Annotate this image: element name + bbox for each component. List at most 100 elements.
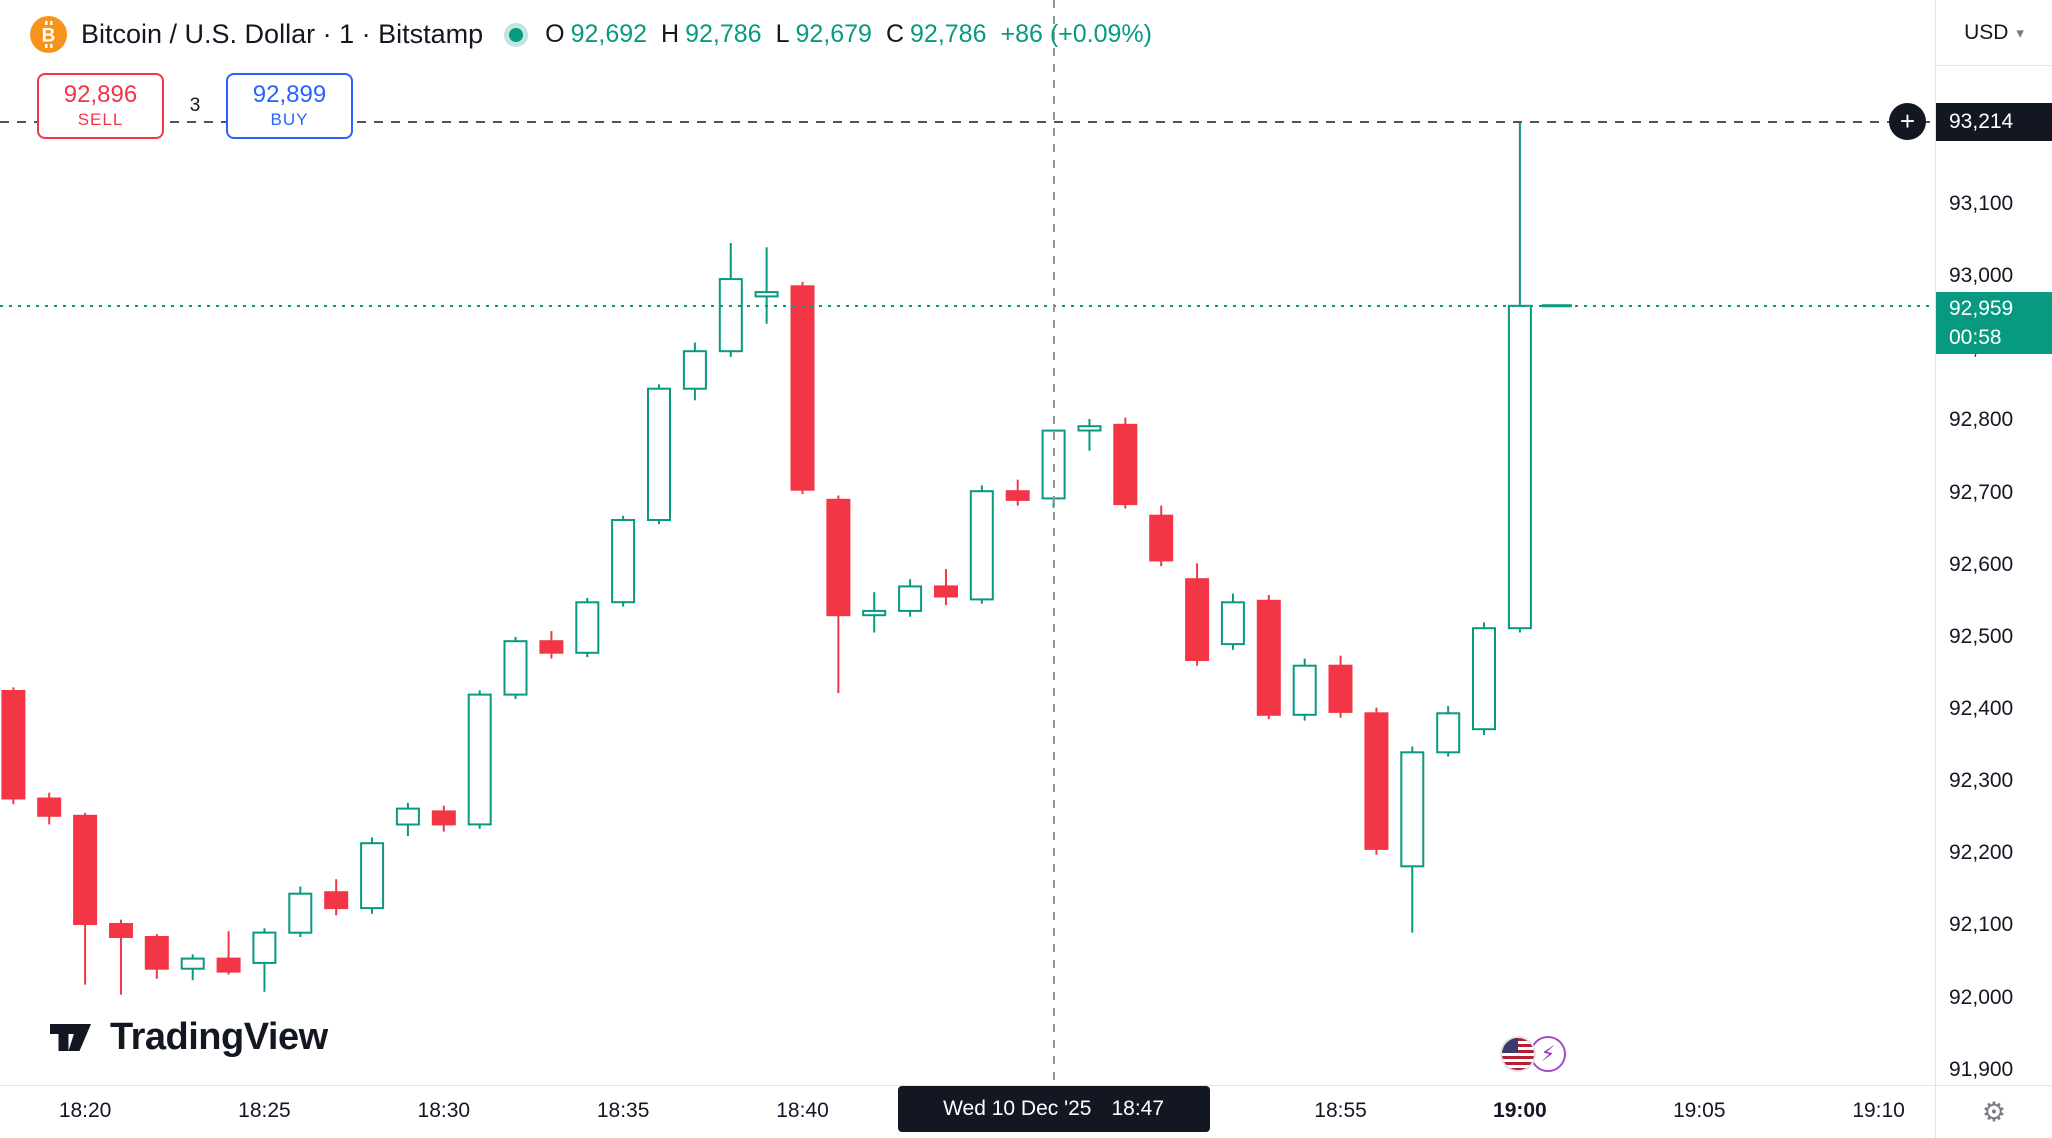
- price-tick-label: 92,500: [1949, 624, 2014, 648]
- candle-down: [826, 498, 851, 617]
- high-label: H: [661, 20, 680, 48]
- candle-up: [647, 387, 671, 522]
- candle-up: [575, 601, 600, 654]
- buy-label: BUY: [270, 110, 309, 129]
- candle-up: [1507, 304, 1532, 630]
- price-tick-label: 92,000: [1949, 985, 2014, 1009]
- last-price-value: 92,959: [1949, 296, 2014, 320]
- add-alert-icon[interactable]: +: [1889, 103, 1926, 141]
- time-tick-label: 18:35: [596, 1099, 650, 1122]
- time-tick-label: 19:10: [1852, 1099, 1905, 1122]
- candle-down: [73, 814, 98, 925]
- candle-up: [288, 892, 313, 934]
- candle-up: [1436, 712, 1461, 754]
- high-price-dashed-line: [0, 120, 1935, 123]
- candle-down: [1149, 514, 1174, 562]
- price-tick-label: 92,700: [1949, 480, 2014, 504]
- candle-down: [1256, 599, 1281, 716]
- buy-button[interactable]: 92,899 BUY: [226, 73, 353, 139]
- low-label: L: [775, 20, 790, 48]
- candle-up: [503, 640, 528, 696]
- candle-down: [1, 690, 26, 800]
- price-axis[interactable]: USD ▾ 93,214 92,959 00:58 93,100 93,000 92…: [1935, 0, 2052, 1085]
- sell-label: SELL: [77, 110, 124, 129]
- price-tick-label: 93,000: [1949, 264, 2014, 288]
- sell-button[interactable]: 92,896 SELL: [37, 73, 164, 139]
- crosshair-date: Wed 10 Dec '25: [943, 1097, 1092, 1120]
- candle-up: [467, 693, 492, 826]
- us-flag-icon[interactable]: [1500, 1036, 1536, 1072]
- time-tick-label: 18:25: [238, 1099, 291, 1122]
- open-value: 92,692: [570, 20, 648, 48]
- settings-icon[interactable]: ⚙: [1981, 1096, 2007, 1127]
- candle-down: [790, 285, 815, 491]
- candle-down: [1185, 578, 1210, 662]
- open-label: O: [545, 20, 565, 48]
- candle-up: [1400, 751, 1425, 868]
- high-price-label[interactable]: 93,214: [1936, 102, 2052, 141]
- candle-up: [611, 519, 636, 604]
- tradingview-logo[interactable]: TradingView: [48, 1014, 328, 1060]
- candle-countdown: 00:58: [1949, 325, 2002, 349]
- change-value: +86 (+0.09%): [1000, 20, 1152, 48]
- order-panel: 92,896 SELL 3 92,899 BUY: [37, 73, 353, 139]
- timeline-event-icons: ⚡: [1500, 1036, 1566, 1072]
- candle-up: [969, 490, 994, 601]
- time-tick-label: 18:40: [776, 1099, 829, 1122]
- candle-down: [539, 640, 564, 654]
- svg-text:B: B: [42, 26, 56, 47]
- candle-up: [360, 842, 385, 910]
- last-price-dotted-line: [0, 304, 1935, 307]
- price-tick-label: 92,100: [1949, 913, 2014, 937]
- tradingview-logo-icon: [50, 1024, 91, 1051]
- candle-up: [1077, 425, 1102, 432]
- currency-selector[interactable]: USD ▾: [1936, 0, 2052, 66]
- sell-price: 92,896: [63, 81, 138, 108]
- price-tick-label: 92,200: [1949, 841, 2014, 865]
- candle-up: [862, 609, 887, 617]
- lightning-event-icon[interactable]: ⚡: [1530, 1036, 1566, 1072]
- price-tick-label: 91,900: [1949, 1057, 2014, 1081]
- time-tick-label: 18:55: [1314, 1099, 1367, 1122]
- axis-corner-cell: ⚙: [1935, 1085, 2052, 1138]
- price-tick-label: 92,800: [1949, 408, 2014, 432]
- time-tick-label: 19:05: [1672, 1099, 1726, 1122]
- candle-up: [395, 807, 420, 826]
- price-tick-label: 92,400: [1949, 697, 2014, 720]
- candle-down: [1328, 664, 1353, 713]
- bitcoin-icon: B: [30, 16, 67, 53]
- high-value: 92,786: [685, 20, 762, 48]
- chart-canvas[interactable]: + B Bitcoin / U.S. Dollar · 1 · Bitstamp…: [0, 0, 1935, 1085]
- buy-price: 92,899: [252, 81, 327, 108]
- time-axis[interactable]: Wed 10 Dec '25 18:47 18:20 18:25 18:30 18:3…: [0, 1085, 1935, 1138]
- candle-down: [934, 585, 958, 598]
- crosshair-time-tooltip: Wed 10 Dec '25 18:47: [897, 1086, 1210, 1132]
- candle-up: [1472, 627, 1496, 731]
- crosshair-time: 18:47: [1111, 1097, 1165, 1120]
- candle-up: [252, 931, 277, 964]
- lightning-icon: ⚡: [1540, 1042, 1556, 1066]
- candle-up: [1220, 601, 1245, 646]
- time-tick-label: 19:00: [1493, 1099, 1547, 1122]
- candle-down: [431, 810, 456, 826]
- candle-up: [1292, 664, 1317, 716]
- close-label: C: [885, 20, 905, 48]
- candle-up: [898, 585, 923, 612]
- last-price-label: 92,959 00:58: [1936, 291, 2052, 354]
- symbol-title[interactable]: Bitcoin / U.S. Dollar · 1 · Bitstamp: [81, 19, 484, 49]
- market-open-dot[interactable]: [509, 27, 524, 42]
- candle-up: [682, 350, 707, 390]
- candle-up: [754, 291, 779, 298]
- candle-down: [37, 797, 62, 817]
- crosshair-vertical-line: [1052, 0, 1055, 1085]
- candlestick-series: [1, 121, 1572, 995]
- time-tick-label: 18:20: [58, 1099, 112, 1122]
- chevron-down-icon: ▾: [2016, 24, 2024, 42]
- candle-down: [216, 957, 241, 973]
- candle-down: [1364, 712, 1389, 850]
- candle-up: [718, 278, 743, 353]
- spread-value: 3: [189, 95, 201, 116]
- candle-down: [109, 923, 133, 938]
- tradingview-logo-text: TradingView: [110, 1015, 328, 1058]
